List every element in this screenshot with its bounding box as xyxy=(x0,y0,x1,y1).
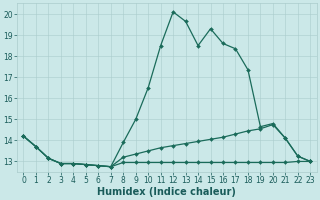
X-axis label: Humidex (Indice chaleur): Humidex (Indice chaleur) xyxy=(98,187,236,197)
